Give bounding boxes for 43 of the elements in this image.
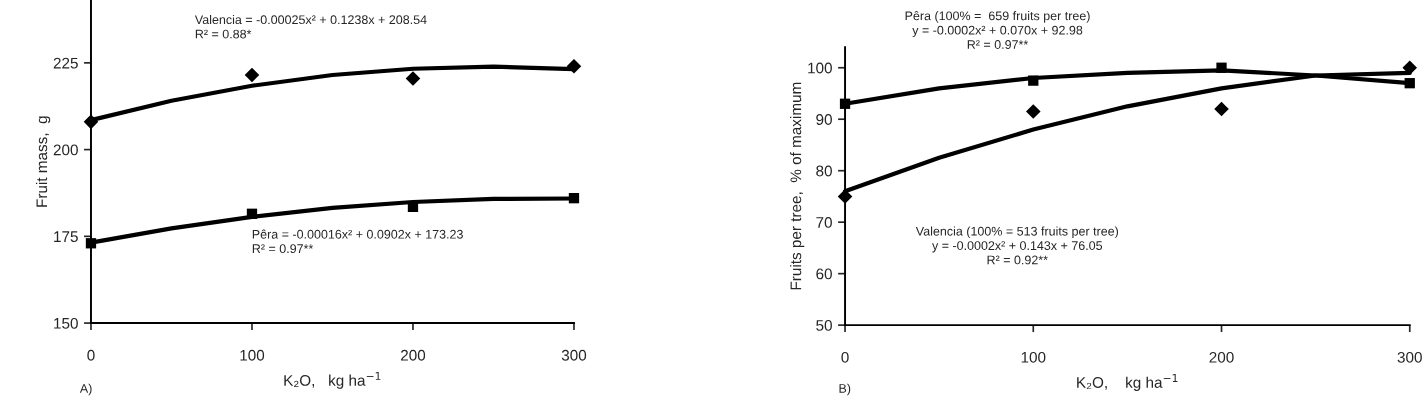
- annotation: Valencia (100% = 513 fruits per tree) y = -0.0002x² + 0.143x + 76.05 R² = 0.92**: [915, 226, 1119, 265]
- y-tick-label: 90: [816, 114, 832, 125]
- y-tick-label: 70: [816, 217, 832, 228]
- point: [839, 98, 851, 109]
- x-tick-label: 200: [1209, 351, 1234, 363]
- point: [837, 189, 853, 204]
- point: [85, 238, 97, 249]
- y-tick-label: 200: [53, 144, 78, 156]
- point: [244, 67, 260, 83]
- y-tick-label: 150: [54, 317, 78, 329]
- x-axis-title: K₂O, kg ha$^{−1}$: [284, 372, 381, 389]
- point: [1214, 101, 1229, 117]
- annotation: Valencia = -0.00025x² + 0.1238x + 208.54 R² = 0.88*: [194, 14, 427, 39]
- y-tick-label: 100: [808, 62, 832, 74]
- annotation: Pêra (100% = 659 fruits per tree) y = -0.0002x² + 0.070x + 92.98 R² = 0.97**: [905, 11, 1090, 49]
- y-tick-label: 80: [816, 165, 832, 177]
- point: [1028, 75, 1039, 86]
- point: [405, 71, 421, 86]
- x-tick-label: 100: [1021, 351, 1046, 363]
- x-tick-label: 300: [561, 349, 587, 361]
- point: [1026, 104, 1041, 119]
- point: [1404, 78, 1415, 89]
- point: [566, 59, 582, 74]
- y-tick-label: 175: [54, 231, 78, 243]
- annotation: Pêra = -0.00016x² + 0.0902x + 173.23 R² = 0.97**: [252, 229, 463, 254]
- text: B): [839, 383, 851, 396]
- x-tick-label: 300: [1397, 351, 1422, 363]
- y-tick-label: 60: [816, 268, 832, 280]
- x-tick-label: 200: [400, 349, 426, 361]
- text: A): [79, 383, 92, 396]
- point: [1216, 62, 1227, 73]
- y-axis-title: Fruit mass, g: [35, 116, 51, 207]
- y-axis-title: Fruits per tree, % of maximum: [790, 82, 805, 290]
- x-axis-title: K₂O, kg ha$^{−1}$: [1077, 374, 1178, 391]
- point: [83, 114, 99, 130]
- y-tick-label: 225: [53, 57, 78, 69]
- point: [246, 208, 258, 219]
- x-tick-label: 0: [87, 349, 95, 361]
- point: [568, 193, 580, 204]
- x-tick-label: 100: [240, 349, 265, 361]
- x-tick-label: 0: [841, 351, 849, 363]
- y-tick-label: 50: [816, 320, 832, 331]
- point: [1402, 60, 1418, 76]
